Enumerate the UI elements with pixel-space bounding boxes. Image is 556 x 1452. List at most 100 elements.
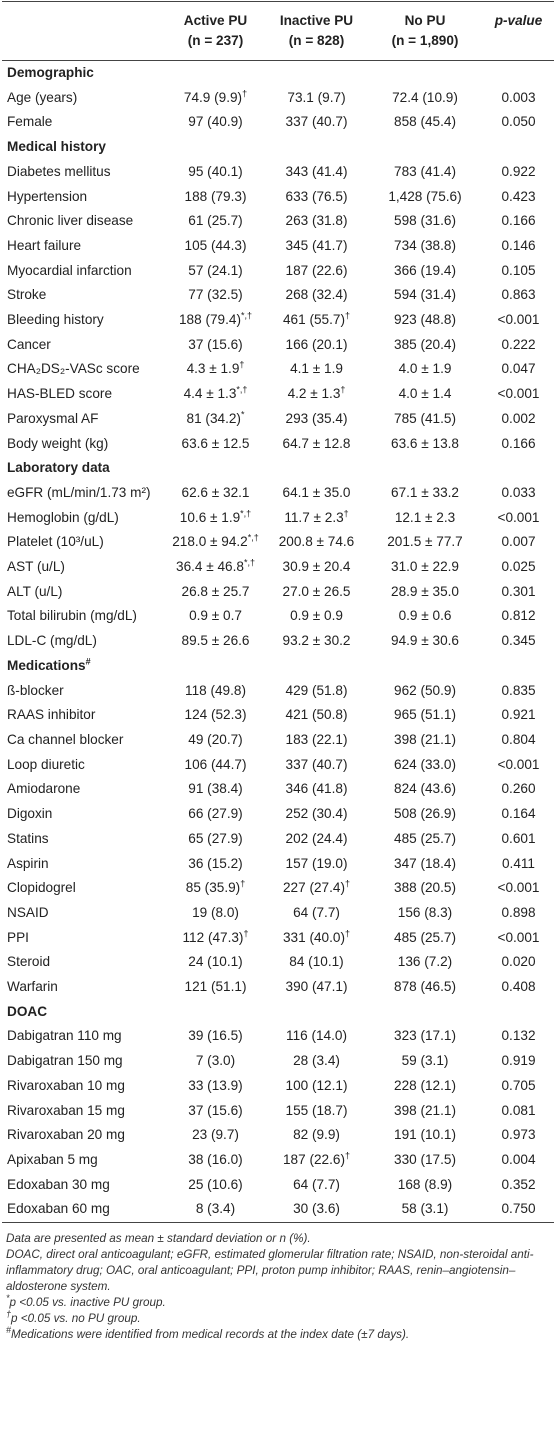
cell: 0.345 bbox=[501, 633, 536, 649]
text: p <0.05 vs. inactive PU group. bbox=[9, 1296, 166, 1310]
cell: 385 (20.4) bbox=[394, 336, 456, 352]
cell: 293 (35.4) bbox=[285, 410, 348, 426]
cell: 0.9 ± 0.9 bbox=[290, 608, 343, 624]
cell: 0.002 bbox=[501, 410, 536, 426]
superscript: *,† bbox=[243, 557, 255, 568]
row-label: Platelet (10³/uL) bbox=[7, 534, 104, 550]
cell: 923 (48.8) bbox=[394, 312, 456, 328]
row-label: Warfarin bbox=[7, 979, 58, 995]
cell: 398 (21.1) bbox=[394, 731, 456, 747]
row-label: Myocardial infarction bbox=[7, 262, 132, 278]
cell: 366 (19.4) bbox=[394, 262, 456, 278]
cell: <0.001 bbox=[497, 509, 540, 525]
cell: 228 (12.1) bbox=[394, 1077, 456, 1093]
cell: 39 (16.5) bbox=[188, 1028, 243, 1044]
row: Stroke 77 (32.5) 268 (32.4) 594 (31.4) 0.863 bbox=[2, 283, 554, 308]
row: Rivaroxaban 15 mg 37 (15.6) 155 (18.7) 398 … bbox=[2, 1099, 554, 1124]
cell: 155 (18.7) bbox=[285, 1102, 348, 1118]
cell: 0.922 bbox=[501, 163, 536, 179]
row-label: RAAS inhibitor bbox=[7, 707, 96, 723]
cell: 0.835 bbox=[501, 682, 536, 698]
cell: 388 (20.5) bbox=[394, 880, 456, 896]
row: Warfarin 121 (51.1) 390 (47.1) 878 (46.5) 0.… bbox=[2, 975, 554, 1000]
row-label: Dabigatran 150 mg bbox=[7, 1053, 123, 1069]
cell: 347 (18.4) bbox=[394, 855, 456, 871]
section-title: Laboratory data bbox=[7, 460, 110, 476]
row-label: Female bbox=[7, 114, 53, 130]
table-body: Demographic Age (years) 74.9 (9.9)† 73.1 (9… bbox=[2, 61, 554, 1223]
superscript: † bbox=[344, 310, 350, 321]
cell: 66 (27.9) bbox=[188, 806, 243, 822]
cell: 0.081 bbox=[501, 1102, 536, 1118]
cell: 57 (24.1) bbox=[188, 262, 243, 278]
cell: 1,428 (75.6) bbox=[388, 188, 462, 204]
header-count: (n = 828) bbox=[288, 33, 345, 48]
cell: <0.001 bbox=[497, 312, 540, 328]
row-label: Chronic liver disease bbox=[7, 213, 134, 229]
row-label: Ca channel blocker bbox=[7, 731, 124, 747]
cell: 116 (14.0) bbox=[286, 1028, 347, 1044]
cell: 64.1 ± 35.0 bbox=[282, 484, 351, 500]
row-label: Aspirin bbox=[7, 855, 49, 871]
footnote: *p <0.05 vs. inactive PU group. bbox=[6, 1293, 550, 1311]
row: Diabetes mellitus 95 (40.1) 343 (41.4) 783 … bbox=[2, 160, 554, 185]
cell: 0.301 bbox=[501, 583, 536, 599]
cell: 112 (47.3)† bbox=[165, 926, 266, 951]
text: 85 (35.9) bbox=[185, 880, 241, 896]
cell: 166 (20.1) bbox=[285, 336, 348, 352]
row-label: Clopidogrel bbox=[7, 880, 76, 896]
cell: 36.4 ± 46.8*,† bbox=[165, 555, 266, 580]
cell: 31.0 ± 22.9 bbox=[391, 559, 459, 575]
cell: 0.812 bbox=[501, 608, 536, 624]
cell: 7 (3.0) bbox=[195, 1053, 236, 1069]
row-label: Loop diuretic bbox=[7, 756, 85, 772]
cell: 252 (30.4) bbox=[285, 806, 348, 822]
cell: 63.6 ± 13.8 bbox=[391, 435, 459, 451]
row-label: CHA₂DS₂-VASc score bbox=[7, 361, 140, 377]
cell: 0.025 bbox=[501, 559, 536, 575]
cell: 343 (41.4) bbox=[285, 163, 348, 179]
row-label: ALT (u/L) bbox=[7, 583, 63, 599]
cell: 337 (40.7) bbox=[285, 756, 348, 772]
row: Ca channel blocker 49 (20.7) 183 (22.1) 398… bbox=[2, 728, 554, 753]
superscript: * bbox=[240, 409, 245, 420]
cell: 390 (47.1) bbox=[285, 979, 348, 995]
row: Chronic liver disease 61 (25.7) 263 (31.8)… bbox=[2, 209, 554, 234]
section-row: Demographic bbox=[2, 61, 554, 86]
cell: 0.105 bbox=[501, 262, 536, 278]
header-cell: No PU (n = 1,890) bbox=[367, 2, 483, 61]
row: Rivaroxaban 10 mg 33 (13.9) 100 (12.1) 228 … bbox=[2, 1074, 554, 1099]
row: Loop diuretic 106 (44.7) 337 (40.7) 624 (33… bbox=[2, 753, 554, 778]
footnote: Data are presented as mean ± standard de… bbox=[6, 1232, 311, 1246]
cell: 64 (7.7) bbox=[293, 904, 340, 920]
cell: 398 (21.1) bbox=[394, 1102, 456, 1118]
superscript: *,† bbox=[240, 508, 252, 519]
cell: 183 (22.1) bbox=[285, 731, 348, 747]
superscript: *,† bbox=[247, 532, 259, 543]
footnotes: Data are presented as mean ± standard de… bbox=[2, 1223, 554, 1343]
cell: 965 (51.1) bbox=[394, 707, 456, 723]
row-label: Statins bbox=[7, 830, 49, 846]
cell: 202 (24.4) bbox=[285, 830, 348, 846]
cell: 82 (9.9) bbox=[293, 1127, 340, 1143]
header-text: No PU bbox=[404, 13, 446, 28]
cell: 188 (79.4)*,† bbox=[165, 308, 266, 333]
cell: 33 (13.9) bbox=[188, 1077, 243, 1093]
header-count: (n = 1,890) bbox=[391, 33, 459, 48]
row: Apixaban 5 mg 38 (16.0) 187 (22.6)† 330 (17… bbox=[2, 1148, 554, 1173]
cell: 0.166 bbox=[501, 213, 536, 229]
superscript: * bbox=[6, 1293, 10, 1304]
row-label: Body weight (kg) bbox=[7, 435, 109, 451]
cell: 77 (32.5) bbox=[188, 287, 243, 303]
row: PPI 112 (47.3)† 331 (40.0)† 485 (25.7) <0.00… bbox=[2, 926, 554, 951]
row-label: Heart failure bbox=[7, 237, 82, 253]
row: Total bilirubin (mg/dL) 0.9 ± 0.7 0.9 ± 0.… bbox=[2, 604, 554, 629]
text: 4.2 ± 1.3 bbox=[287, 386, 341, 402]
row-label: eGFR (mL/min/1.73 m²) bbox=[7, 484, 151, 500]
row: CHA₂DS₂-VASc score 4.3 ± 1.9† 4.1 ± 1.9 4.0… bbox=[2, 357, 554, 382]
page: Active PU (n = 237) Inactive PU (n = 828) No… bbox=[2, 1, 554, 1343]
cell: 0.863 bbox=[501, 287, 536, 303]
cell: 191 (10.1) bbox=[394, 1127, 456, 1143]
cell: 187 (22.6)† bbox=[266, 1148, 367, 1173]
text: 331 (40.0) bbox=[283, 929, 345, 945]
